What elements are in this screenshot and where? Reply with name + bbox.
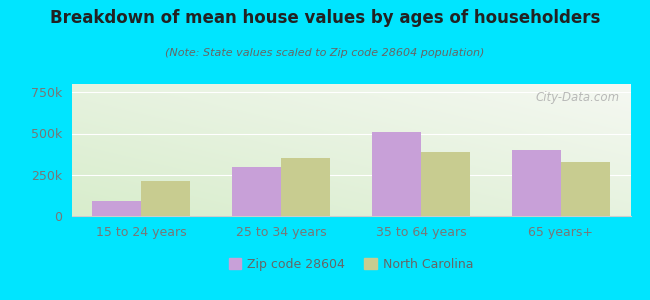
- Bar: [372, 132, 421, 216]
- Text: City-Data.com: City-Data.com: [535, 91, 619, 103]
- Bar: [142, 181, 190, 216]
- Legend: Zip code 28604, North Carolina: Zip code 28604, North Carolina: [224, 253, 478, 276]
- Text: Breakdown of mean house values by ages of householders: Breakdown of mean house values by ages o…: [50, 9, 600, 27]
- Bar: [92, 201, 142, 216]
- Bar: [232, 167, 281, 216]
- Bar: [560, 161, 610, 216]
- Text: (Note: State values scaled to Zip code 28604 population): (Note: State values scaled to Zip code 2…: [165, 48, 485, 58]
- Bar: [421, 152, 470, 216]
- Bar: [281, 158, 330, 216]
- Bar: [512, 150, 560, 216]
